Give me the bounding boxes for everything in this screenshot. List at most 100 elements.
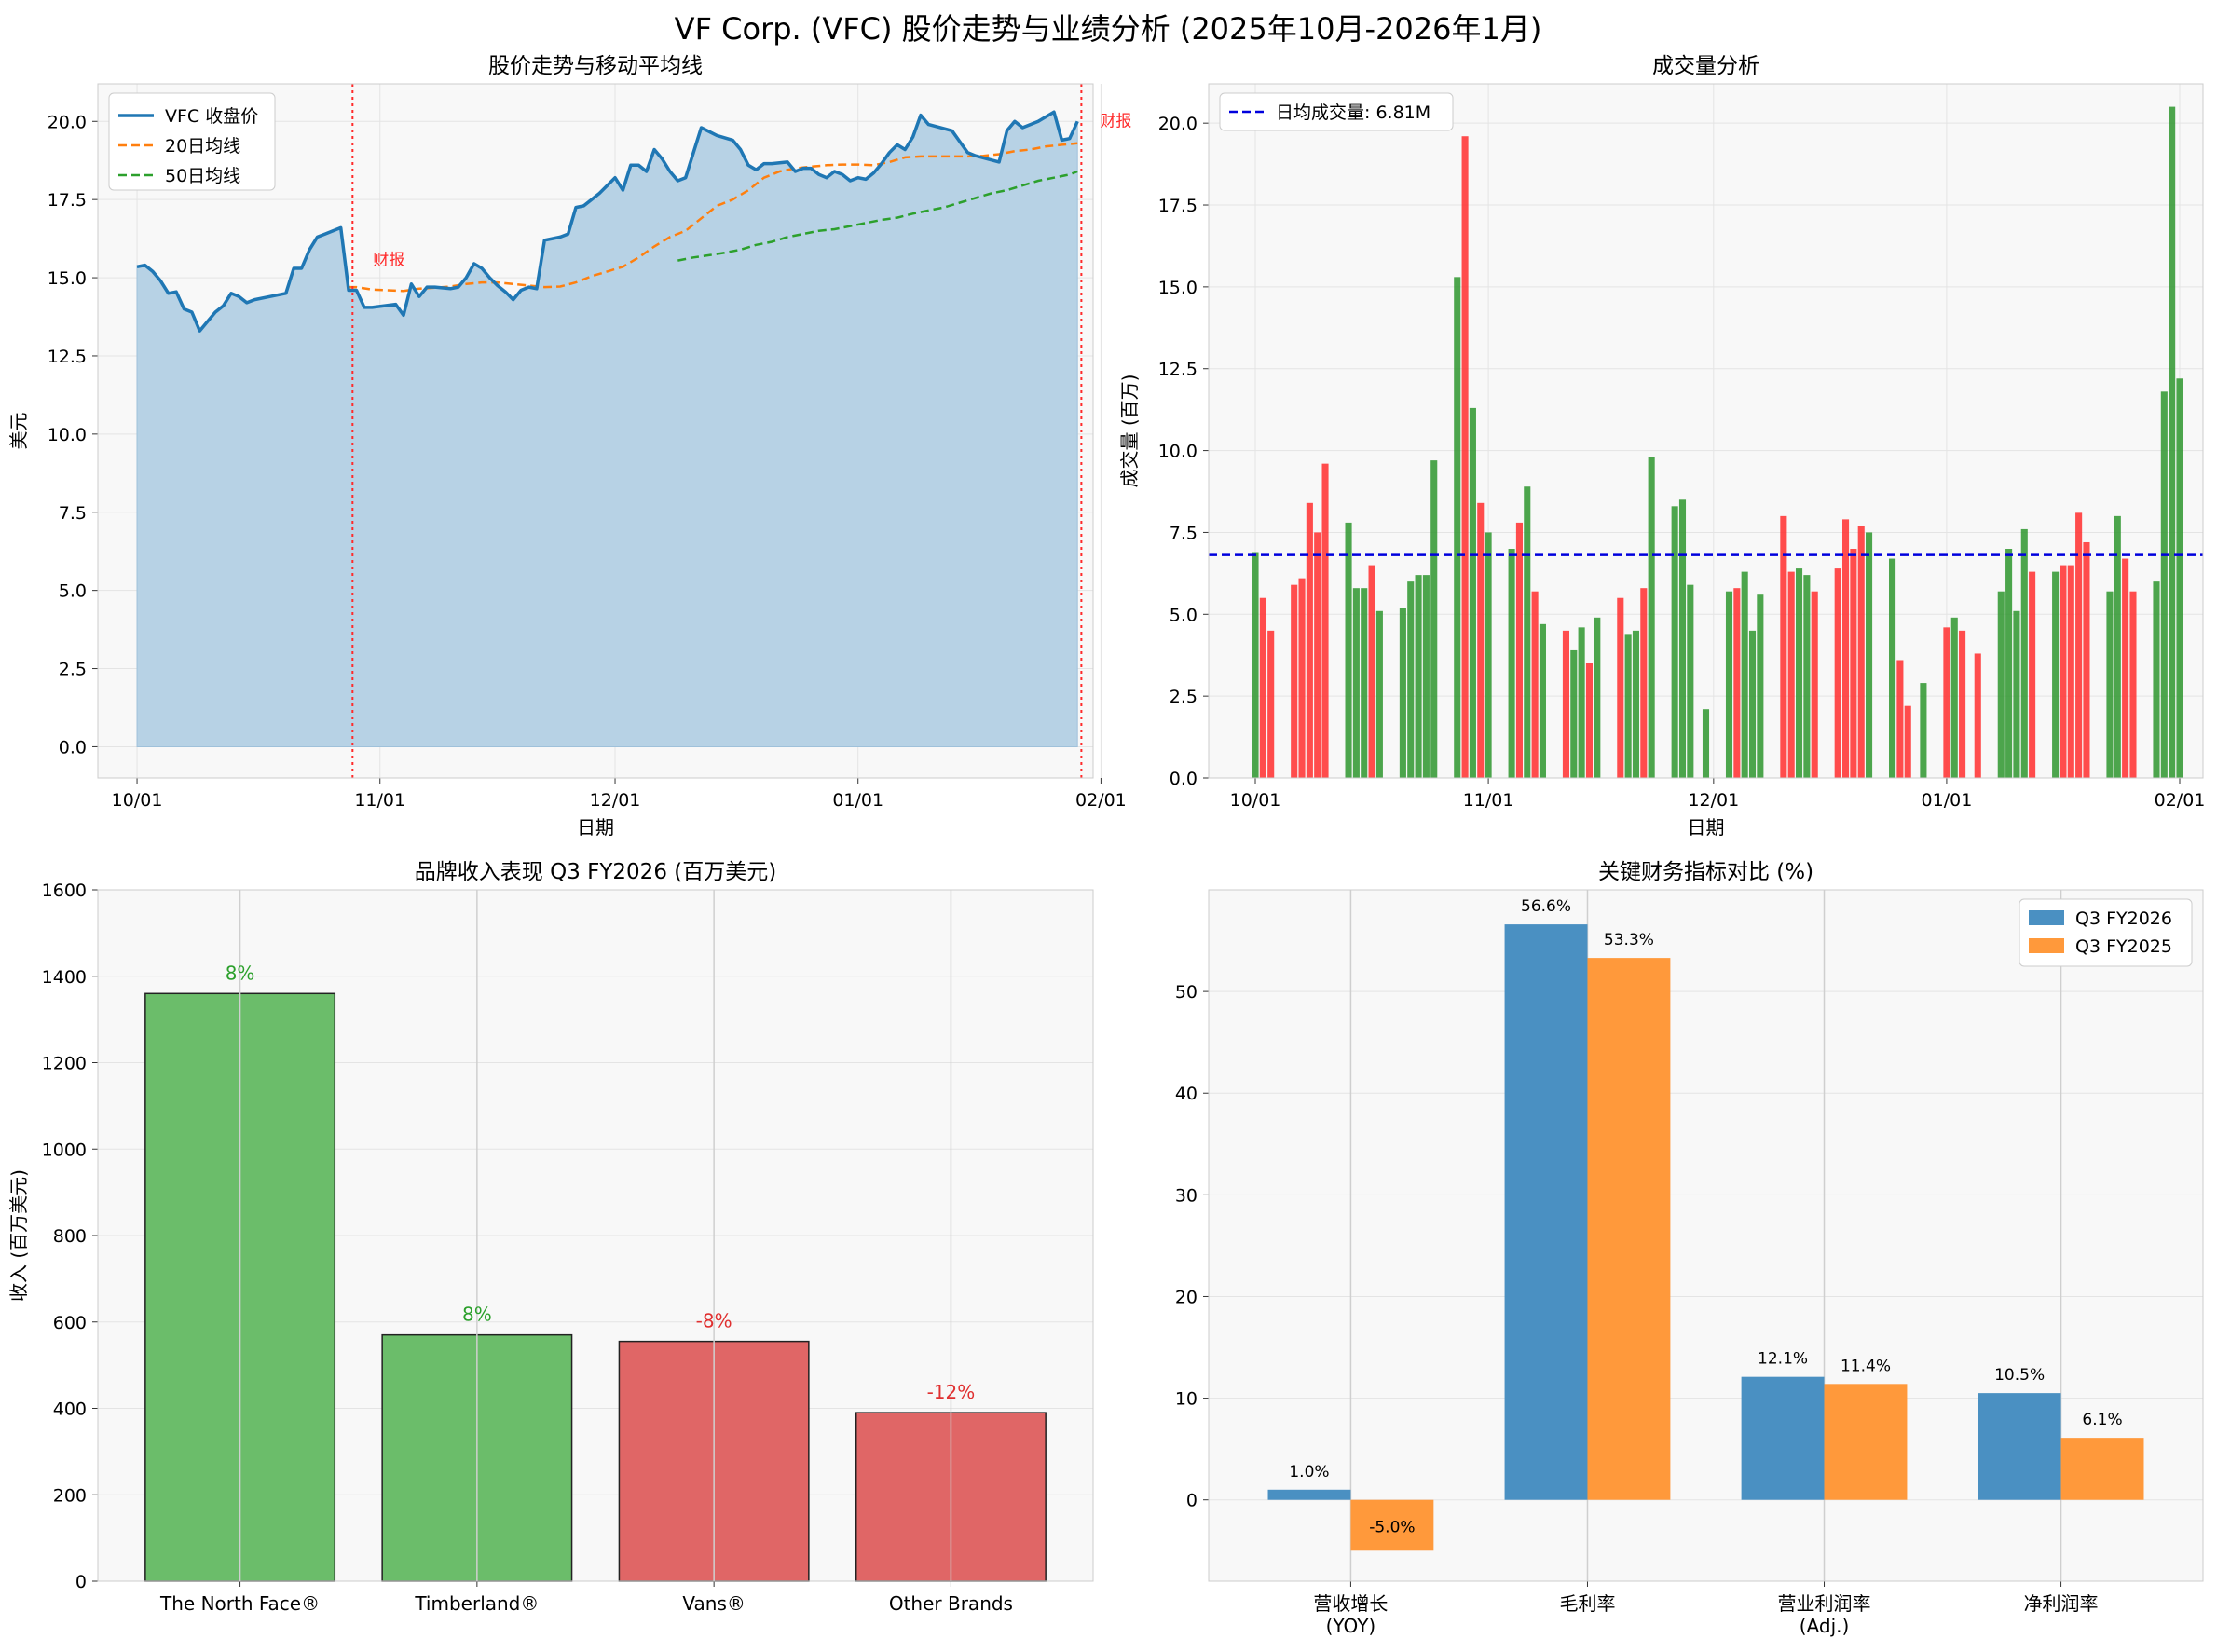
price-y-tick-label: 7.5 bbox=[59, 503, 87, 524]
volume-y-axis-label: 成交量 (百万) bbox=[1118, 375, 1141, 488]
volume-bar bbox=[1291, 584, 1298, 778]
volume-bar bbox=[1780, 515, 1787, 778]
volume-bar bbox=[1594, 617, 1601, 778]
volume-bar bbox=[1375, 610, 1383, 778]
volume-bar bbox=[1787, 571, 1795, 778]
volume-bar bbox=[1648, 457, 1655, 778]
metric-category-label: 营业利润率 bbox=[1778, 1592, 1871, 1615]
volume-bar bbox=[1415, 575, 1422, 778]
volume-bar bbox=[1959, 630, 1966, 778]
volume-bar bbox=[2075, 512, 2083, 778]
volume-bar bbox=[2029, 571, 2036, 778]
q3-fy2026-bar bbox=[1504, 924, 1588, 1500]
brand-revenue-chart-panel: 品牌收入表现 Q3 FY2026 (百万美元) 0 200 400 600 800 1000… bbox=[7, 860, 1094, 1615]
brand-growth-label: 8% bbox=[462, 1304, 492, 1326]
metric-category-label: 毛利率 bbox=[1559, 1592, 1615, 1615]
volume-bar bbox=[1943, 627, 1950, 778]
q3-fy2025-bar bbox=[1350, 1499, 1434, 1551]
figure-title: VF Corp. (VFC) 股价走势与业绩分析 (2025年10月-2026年… bbox=[675, 11, 1542, 47]
brands-y-tick-label: 600 bbox=[53, 1313, 87, 1333]
brands-y-tick-label: 1000 bbox=[42, 1140, 87, 1160]
volume-bar bbox=[1361, 588, 1368, 778]
brand-name-label: Vans® bbox=[682, 1592, 745, 1615]
volume-bar bbox=[1748, 630, 1757, 778]
volume-chart-panel: 成交量分析 0.0 2.5 5.0 7.5 10.0 12.5 15.0 17.5 20.0 成交量… bbox=[1118, 54, 2205, 839]
price-x-tick-label: 10/01 bbox=[112, 790, 163, 811]
volume-bar bbox=[2060, 565, 2067, 778]
volume-bar bbox=[1624, 634, 1632, 778]
price-legend-box bbox=[108, 92, 276, 191]
volume-bar bbox=[1368, 565, 1375, 778]
volume-bar bbox=[1430, 460, 1438, 778]
volume-bar bbox=[1352, 588, 1360, 778]
volume-bar bbox=[1477, 502, 1485, 778]
q3-fy2026-bar bbox=[1978, 1393, 2061, 1500]
brand-growth-label: -8% bbox=[696, 1310, 732, 1332]
volume-bar bbox=[1469, 407, 1476, 778]
volume-bar bbox=[2013, 610, 2020, 778]
metric-value-label: 1.0% bbox=[1289, 1463, 1329, 1481]
q3-fy2025-bar bbox=[1824, 1384, 1908, 1500]
brand-name-label: Other Brands bbox=[889, 1592, 1013, 1615]
volume-bar bbox=[1570, 649, 1578, 778]
volume-bar bbox=[1950, 617, 1958, 778]
volume-bar bbox=[1733, 588, 1741, 778]
metric-value-label: 11.4% bbox=[1841, 1357, 1891, 1375]
brands-y-tick-label: 200 bbox=[53, 1485, 87, 1506]
metric-category-label: (YOY) bbox=[1326, 1615, 1376, 1637]
volume-bar bbox=[1617, 597, 1624, 778]
volume-bar bbox=[1896, 660, 1904, 778]
brand-growth-label: 8% bbox=[226, 962, 255, 984]
volume-bar bbox=[2153, 581, 2160, 778]
metrics-y-tick-label: 40 bbox=[1175, 1084, 1197, 1104]
volume-bar bbox=[1399, 608, 1406, 778]
volume-x-axis-label: 日期 bbox=[1688, 816, 1725, 839]
volume-bar bbox=[1687, 584, 1694, 778]
volume-y-tick-label: 12.5 bbox=[1158, 360, 1197, 380]
price-y-tick-label: 20.0 bbox=[48, 112, 87, 132]
volume-bar bbox=[1678, 499, 1687, 778]
volume-bar bbox=[1306, 502, 1313, 778]
volume-bar bbox=[1757, 594, 1764, 778]
brand-name-label: The North Face® bbox=[159, 1592, 320, 1615]
metrics-legend-label: Q3 FY2026 bbox=[2075, 908, 2172, 929]
volume-x-tick-label: 02/01 bbox=[2155, 790, 2206, 811]
metric-value-label: 6.1% bbox=[2082, 1411, 2122, 1429]
volume-bar bbox=[1524, 486, 1531, 778]
brands-y-tick-label: 0 bbox=[75, 1572, 87, 1592]
brands-y-tick-label: 1400 bbox=[42, 967, 87, 988]
volume-bar bbox=[1850, 549, 1857, 778]
volume-bar bbox=[1866, 532, 1873, 778]
metric-category-label: 净利润率 bbox=[2024, 1592, 2099, 1615]
volume-bar bbox=[1842, 519, 1850, 778]
close-price-line bbox=[136, 110, 1079, 333]
volume-bar bbox=[1671, 506, 1678, 778]
volume-bar bbox=[1920, 683, 1927, 778]
volume-y-tick-label: 0.0 bbox=[1170, 769, 1197, 789]
volume-bar bbox=[1578, 627, 1585, 778]
metric-value-label: 56.6% bbox=[1521, 897, 1571, 916]
volume-bar bbox=[2067, 565, 2074, 778]
volume-bar bbox=[1857, 526, 1865, 778]
brands-y-tick-label: 400 bbox=[53, 1399, 87, 1420]
volume-y-tick-label: 7.5 bbox=[1170, 523, 1197, 543]
volume-bar bbox=[1974, 653, 1981, 778]
volume-bar bbox=[1539, 623, 1546, 778]
price-title: 股价走势与移动平均线 bbox=[488, 54, 703, 78]
volume-bar bbox=[1531, 591, 1539, 778]
volume-bar bbox=[1407, 581, 1415, 778]
volume-bar bbox=[1702, 709, 1710, 778]
volume-y-tick-label: 17.5 bbox=[1158, 196, 1197, 216]
price-x-axis-label: 日期 bbox=[577, 816, 614, 839]
q3-fy2026-bar bbox=[1741, 1376, 1825, 1500]
volume-bar bbox=[1461, 136, 1469, 778]
volume-bar bbox=[2106, 591, 2114, 778]
metric-value-label: 53.3% bbox=[1604, 931, 1654, 949]
volume-x-tick-label: 12/01 bbox=[1688, 790, 1739, 811]
metrics-y-tick-label: 10 bbox=[1175, 1389, 1197, 1410]
price-y-tick-label: 17.5 bbox=[48, 190, 87, 211]
volume-bar bbox=[1725, 591, 1733, 778]
volume-x-tick-label: 01/01 bbox=[1922, 790, 1973, 811]
volume-bar bbox=[1422, 575, 1430, 778]
volume-bar bbox=[1741, 571, 1748, 778]
